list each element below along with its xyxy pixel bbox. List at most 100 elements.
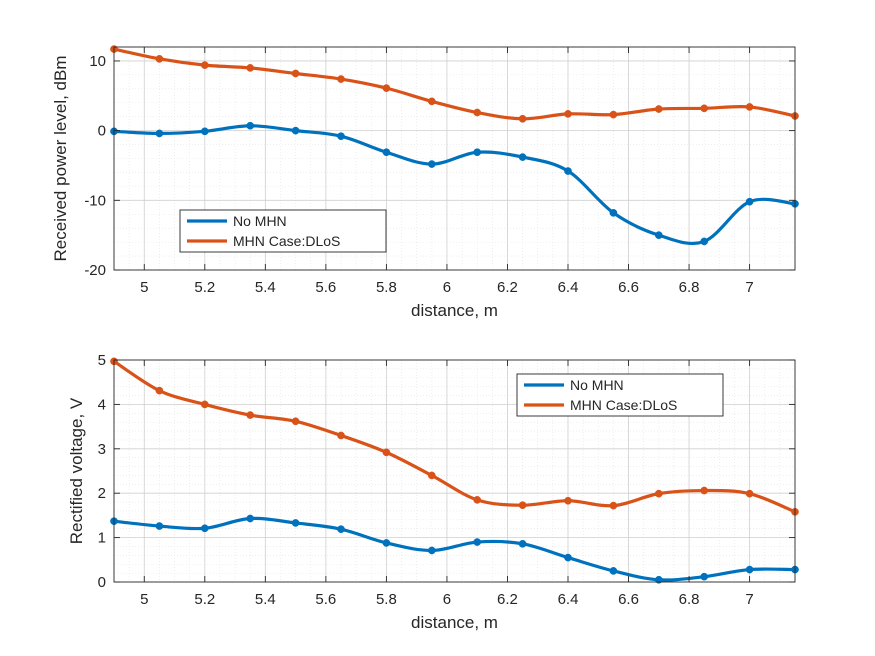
series-no-mhn — [110, 514, 799, 584]
data-point — [427, 160, 436, 168]
data-point — [337, 75, 345, 83]
y-axis-label: Received power level, dBm — [51, 56, 70, 262]
legend-label: No MHN — [570, 377, 624, 393]
x-tick-label: 5 — [140, 279, 148, 296]
legend: No MHN MHN Case:DLoS — [179, 209, 387, 253]
data-point — [246, 121, 255, 130]
ticks: 5 5.2 5.4 5.6 5.8 6 6.2 6.4 6.6 6.8 7 0 1 2 3 4 5 — [98, 352, 795, 608]
data-point — [518, 153, 527, 161]
series-mhn-case-dlos — [110, 45, 799, 123]
data-point — [609, 209, 618, 217]
x-tick-label: 6.6 — [618, 591, 639, 608]
x-tick-label: 6.8 — [679, 279, 700, 296]
data-point — [246, 64, 255, 72]
legend-box — [179, 209, 387, 253]
x-tick-label: 5.6 — [315, 591, 336, 608]
chart-rectified-voltage: 5 5.2 5.4 5.6 5.8 6 6.2 6.4 6.6 6.8 7 0 1 2 3 4 5 distanc… — [67, 352, 799, 632]
data-point — [337, 525, 345, 534]
data-point — [291, 126, 300, 135]
data-point — [654, 105, 663, 113]
y-tick-label: 1 — [98, 530, 106, 547]
data-point — [745, 197, 754, 206]
data-point — [700, 572, 709, 581]
legend-label: No MHN — [233, 213, 287, 229]
y-tick-label: 3 — [98, 441, 106, 458]
x-tick-label: 6.2 — [497, 279, 518, 296]
data-point — [200, 61, 209, 69]
chart-received-power: 5 5.2 5.4 5.6 5.8 6 6.2 6.4 6.6 6.8 7 -20 -10 0 10 dist… — [51, 45, 799, 320]
legend: No MHN MHN Case:DLoS — [516, 373, 724, 417]
y-tick-label: 10 — [89, 53, 106, 70]
data-point — [382, 148, 391, 157]
data-point — [382, 539, 391, 547]
data-point — [427, 546, 436, 555]
data-point — [700, 104, 709, 113]
x-tick-label: 6 — [443, 279, 451, 296]
axes-box — [113, 359, 796, 583]
data-point — [700, 237, 709, 246]
x-tick-label: 5.2 — [194, 591, 215, 608]
data-point — [564, 167, 572, 175]
data-point — [155, 386, 164, 395]
x-tick-label: 7 — [745, 591, 753, 608]
series-no-mhn — [110, 121, 799, 246]
x-tick-label: 5.2 — [194, 279, 215, 296]
data-point — [745, 489, 754, 498]
x-axis-label: distance, m — [411, 613, 498, 632]
x-tick-label: 5.8 — [376, 591, 397, 608]
data-point — [155, 129, 164, 138]
x-tick-label: 5.6 — [315, 279, 336, 296]
legend-label: MHN Case:DLoS — [233, 233, 340, 249]
data-point — [337, 132, 345, 141]
x-tick-label: 5.8 — [376, 279, 397, 296]
x-tick-label: 6.8 — [679, 591, 700, 608]
data-point — [337, 431, 345, 440]
data-point — [291, 69, 300, 78]
data-point — [654, 231, 663, 240]
y-axis-label: Rectified voltage, V — [67, 397, 86, 544]
x-tick-label: 5.4 — [255, 591, 276, 608]
data-point — [654, 489, 663, 498]
ticks: 5 5.2 5.4 5.6 5.8 6 6.2 6.4 6.6 6.8 7 -20 -10 0 10 — [84, 47, 795, 296]
data-point — [518, 114, 527, 123]
y-tick-label: 4 — [98, 396, 106, 413]
legend-box — [516, 373, 724, 417]
data-point — [609, 567, 618, 575]
x-tick-label: 6 — [443, 591, 451, 608]
data-point — [564, 553, 572, 562]
x-tick-label: 6.4 — [558, 279, 579, 296]
data-point — [246, 411, 255, 419]
series-line — [112, 47, 797, 121]
data-point — [382, 448, 391, 457]
x-tick-label: 5.4 — [255, 279, 276, 296]
series-line — [112, 359, 797, 514]
data-point — [609, 501, 618, 510]
x-tick-label: 6.2 — [497, 591, 518, 608]
data-point — [473, 108, 482, 117]
data-point — [745, 565, 754, 574]
data-point — [427, 471, 436, 480]
data-point — [700, 486, 709, 495]
y-tick-label: 0 — [98, 123, 106, 140]
data-point — [473, 538, 482, 546]
x-tick-label: 7 — [745, 279, 753, 296]
y-tick-label: 5 — [98, 352, 106, 369]
data-point — [291, 519, 300, 527]
x-tick-label: 5 — [140, 591, 148, 608]
data-point — [609, 110, 618, 119]
data-point — [200, 524, 209, 533]
data-point — [473, 148, 482, 157]
y-tick-label: -10 — [84, 192, 106, 209]
series-mhn-case-dlos — [110, 357, 799, 516]
data-point — [564, 110, 572, 118]
data-point — [200, 400, 209, 409]
data-point — [155, 522, 164, 530]
data-point — [155, 54, 164, 63]
data-point — [427, 97, 436, 106]
data-point — [745, 103, 754, 111]
data-point — [473, 496, 482, 504]
data-point — [382, 84, 391, 92]
data-point — [564, 496, 572, 505]
series-line — [112, 516, 797, 582]
